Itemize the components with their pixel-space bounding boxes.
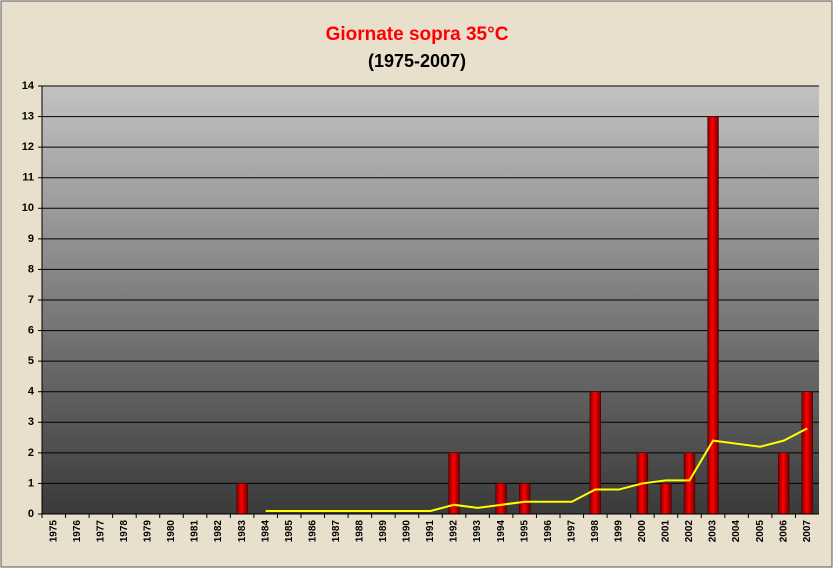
x-tick-label: 2002 (684, 520, 695, 543)
y-tick-label: 10 (22, 202, 34, 214)
x-tick-label: 2006 (778, 520, 789, 543)
y-tick-label: 1 (28, 477, 34, 489)
x-tick-label: 1983 (237, 520, 248, 543)
x-tick-label: 1999 (614, 520, 625, 543)
x-tick-label: 2004 (731, 520, 742, 543)
x-tick-label: 1979 (143, 520, 154, 543)
bar (707, 116, 719, 515)
x-tick-label: 1977 (96, 520, 107, 543)
bar (660, 483, 672, 515)
y-tick-label: 12 (22, 141, 34, 153)
x-tick-label: 1976 (72, 520, 83, 543)
x-tick-label: 1980 (166, 520, 177, 543)
x-tick-label: 1995 (519, 520, 530, 543)
x-tick-label: 1990 (402, 520, 413, 543)
x-tick-label: 1985 (284, 520, 295, 543)
y-tick-label: 3 (28, 416, 34, 428)
chart-title: Giornate sopra 35°C (326, 24, 509, 45)
x-tick-label: 2000 (637, 520, 648, 543)
chart-subtitle: (1975-2007) (368, 51, 466, 71)
bar (683, 452, 696, 515)
x-tick-label: 1987 (331, 520, 342, 543)
x-tick-label: 1988 (355, 520, 366, 543)
y-tick-label: 8 (28, 263, 34, 275)
x-tick-label: 1991 (425, 520, 436, 543)
y-tick-label: 9 (28, 233, 34, 245)
x-tick-label: 1981 (190, 520, 201, 543)
bar (519, 483, 531, 515)
x-tick-label: 1997 (566, 520, 577, 543)
bar (495, 483, 507, 515)
x-tick-label: 1996 (543, 520, 554, 543)
bar (801, 391, 813, 515)
x-tick-label: 1975 (48, 520, 59, 543)
y-tick-label: 11 (22, 172, 34, 184)
y-tick-label: 13 (22, 110, 34, 122)
bar (778, 452, 790, 515)
x-tick-label: 1984 (260, 520, 271, 543)
x-tick-label: 2005 (755, 520, 766, 543)
x-tick-label: 1993 (472, 520, 483, 543)
y-tick-label: 14 (22, 80, 35, 92)
x-tick-label: 1986 (307, 520, 318, 543)
bar (236, 483, 248, 515)
x-tick-label: 2001 (661, 520, 672, 543)
x-tick-label: 1989 (378, 520, 389, 543)
x-tick-label: 1992 (449, 520, 460, 543)
y-tick-label: 5 (28, 355, 34, 367)
y-tick-label: 6 (28, 324, 34, 336)
y-tick-label: 4 (28, 386, 35, 398)
x-tick-label: 1978 (119, 520, 130, 543)
x-tick-label: 1998 (590, 520, 601, 543)
y-tick-label: 2 (28, 447, 34, 459)
x-tick-label: 1994 (496, 520, 507, 543)
x-tick-label: 2007 (802, 520, 813, 543)
y-tick-label: 0 (28, 508, 34, 520)
x-tick-label: 2003 (708, 520, 719, 543)
y-tick-label: 7 (28, 294, 34, 306)
trend-line (265, 427, 808, 512)
x-tick-label: 1982 (213, 520, 224, 543)
bar (589, 391, 601, 515)
